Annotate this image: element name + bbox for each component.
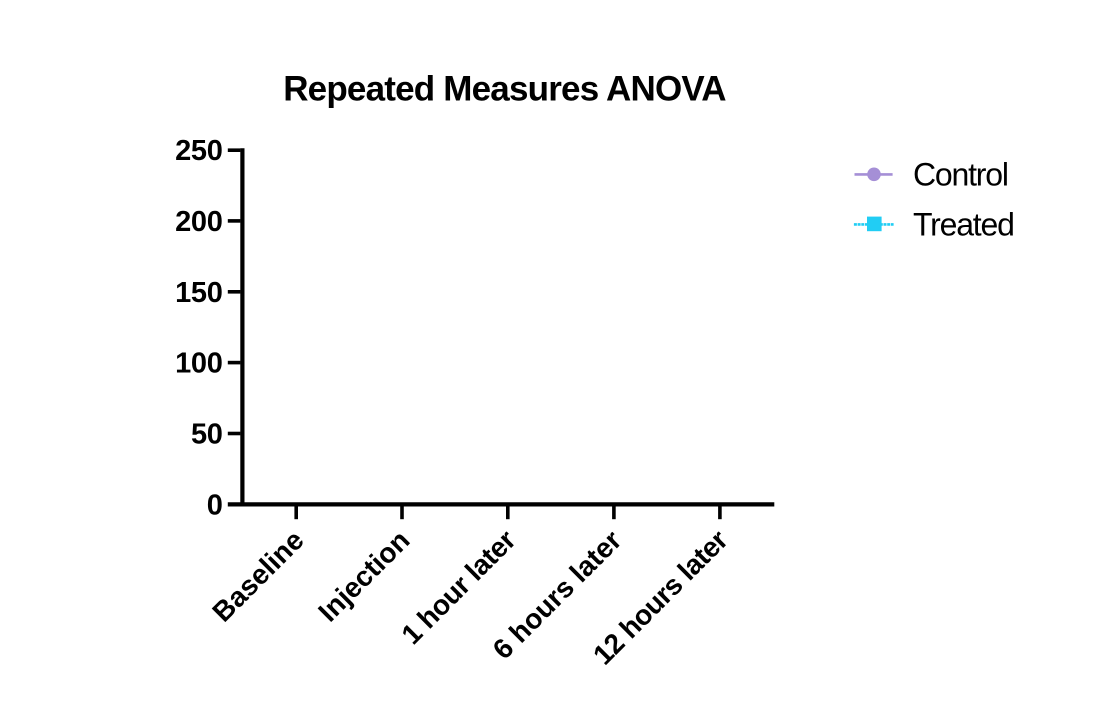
svg-text:100: 100 [175, 348, 222, 380]
svg-text:50: 50 [191, 419, 223, 451]
svg-text:250: 250 [175, 135, 222, 167]
svg-text:Treated: Treated [913, 207, 1014, 243]
svg-text:Repeated Measures ANOVA: Repeated Measures ANOVA [283, 70, 726, 109]
svg-text:Control: Control [913, 157, 1008, 193]
svg-text:Injection: Injection [312, 524, 415, 627]
svg-text:0: 0 [207, 489, 223, 521]
svg-text:200: 200 [175, 206, 222, 238]
svg-text:Baseline: Baseline [206, 524, 309, 627]
svg-text:150: 150 [175, 277, 222, 309]
